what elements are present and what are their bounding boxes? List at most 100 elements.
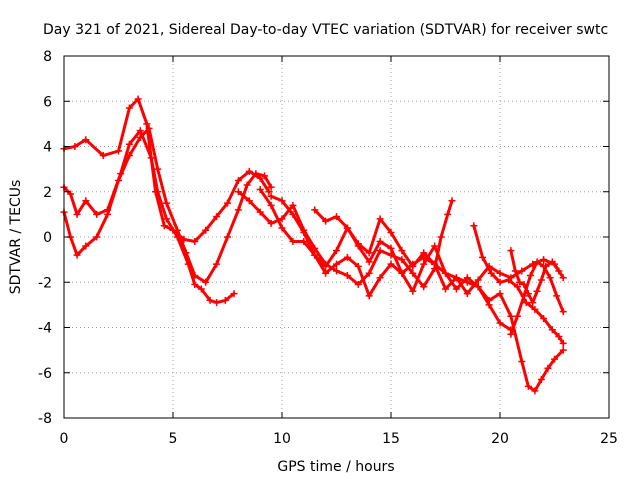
x-axis-label: GPS time / hours [277,459,394,475]
x-tick-label: 5 [169,431,178,447]
data-point [243,181,251,189]
data-point [115,176,122,184]
x-tick-label: 15 [382,431,400,447]
data-point [267,192,275,200]
data-point [544,364,552,372]
data-point [555,267,563,275]
data-point [442,285,449,293]
data-point [409,269,417,277]
data-point [463,290,471,298]
data-point [333,247,340,255]
data-point [518,357,526,365]
data-point [278,215,286,223]
data-point [300,228,308,236]
data-point [387,244,395,252]
data-point [261,172,269,180]
data-point [202,226,210,234]
series-line [236,190,454,289]
data-point [333,260,340,268]
data-point [289,201,297,209]
y-tick-label: 2 [43,185,52,201]
data-point [162,199,170,207]
data-point [252,170,260,178]
data-point [224,233,231,241]
x-tick-label: 10 [273,431,291,447]
y-tick-label: 4 [43,140,52,156]
data-point [420,283,428,291]
data-point [191,281,199,289]
data-point [559,308,567,316]
data-point [513,283,521,291]
data-point [311,251,319,259]
series-layer [60,95,567,395]
series-track-7 [311,206,567,395]
data-point [559,339,567,347]
data-point [518,267,526,275]
data-point [173,226,181,234]
data-point [154,188,162,196]
data-point [343,271,351,279]
data-point [93,233,101,241]
data-point [553,292,561,300]
data-point [376,238,384,246]
data-point [387,228,395,236]
data-point [409,287,417,295]
y-tick-label: -4 [38,321,52,337]
data-point [496,269,504,277]
data-point [191,271,199,279]
data-point [82,242,90,250]
data-point [267,219,275,227]
data-point [354,281,362,289]
data-point [71,143,79,150]
data-point [197,285,205,293]
data-point [531,387,539,395]
data-point [444,210,452,218]
y-tick-label: -6 [38,366,52,382]
data-point [333,213,340,221]
data-point [474,283,482,291]
data-point [322,269,330,277]
data-point [520,281,528,289]
data-point [470,222,478,230]
data-point [125,140,133,148]
data-point [145,124,153,132]
data-point [522,299,530,307]
data-point [93,210,101,218]
data-point [333,267,340,275]
data-point [548,326,556,334]
data-point [507,330,515,338]
data-point [548,258,556,266]
data-point [125,104,133,112]
data-point [540,256,548,264]
data-point [278,197,286,205]
grid [64,56,609,418]
data-point [234,176,242,184]
data-point [115,147,122,155]
data-point [256,185,264,193]
series-line [472,224,565,345]
y-tick-label: -2 [38,275,52,291]
ticks: 0 5 10 15 20 25 -8 -6 -4 -2 0 2 4 6 8 [38,49,618,447]
data-point [540,314,548,322]
data-point [452,285,460,293]
data-point [82,136,90,144]
data-point [516,278,524,286]
y-tick-label: -8 [38,411,52,427]
data-point [520,292,528,300]
data-point [300,238,308,246]
data-point [376,247,384,255]
data-point [420,260,428,268]
data-point [267,183,275,191]
data-point [555,333,563,341]
series-track-2 [60,127,238,307]
series-track-1 [60,95,273,246]
x-tick-label: 25 [600,431,618,447]
data-point [82,197,90,205]
series-line [258,188,513,332]
data-point [73,251,81,259]
y-tick-label: 0 [43,230,52,246]
data-point [311,206,319,214]
data-point [365,258,373,266]
data-point [213,260,221,268]
